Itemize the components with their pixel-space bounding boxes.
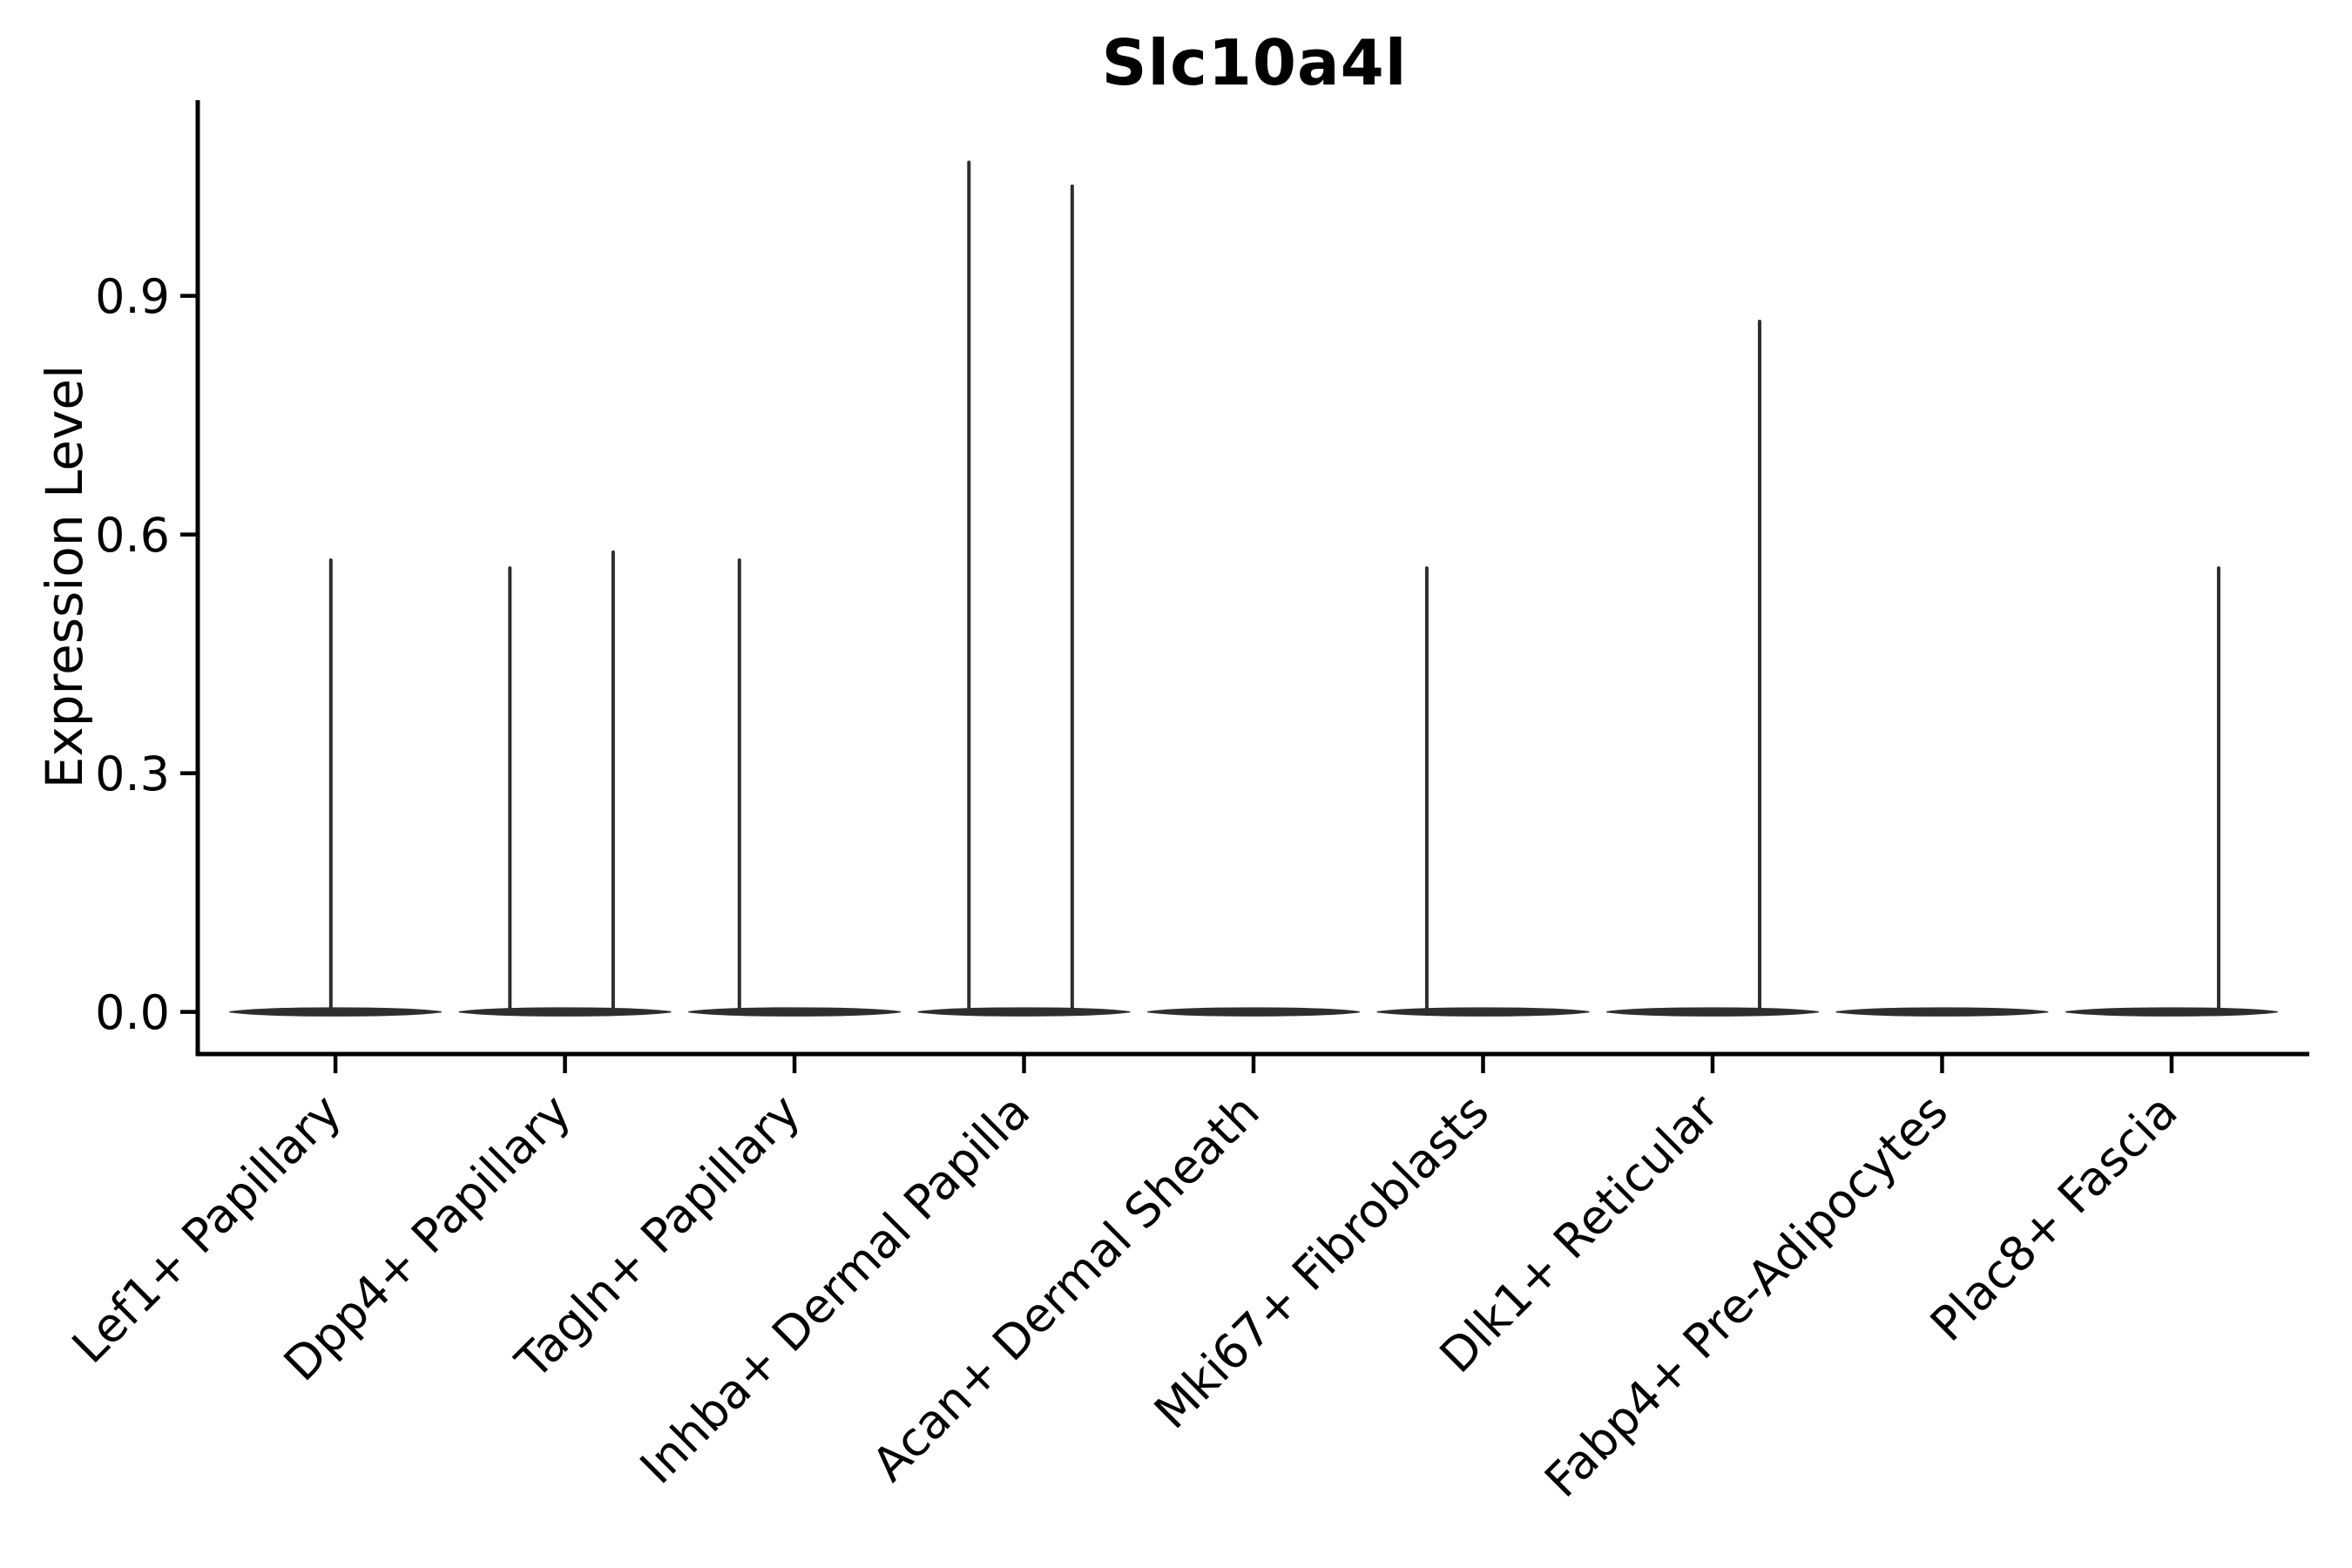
violin-spike	[328, 558, 333, 1012]
x-tick-label: Inhba+ Dermal Papilla	[630, 1084, 1040, 1494]
violin-body	[229, 1007, 443, 1017]
violin-body	[1606, 1007, 1819, 1017]
violin-body	[1376, 1007, 1590, 1017]
x-tick-label: Acan+ Dermal Sheath	[862, 1084, 1269, 1491]
violin-body	[2065, 1007, 2278, 1017]
violin-spike	[1070, 184, 1074, 1012]
violin-spike	[508, 566, 512, 1012]
y-tick-label: 0.3	[95, 747, 170, 801]
plot-title: Slc10a4l	[1101, 26, 1408, 99]
violin-body	[458, 1007, 672, 1017]
violin-spike	[1757, 320, 1761, 1012]
y-tick-label: 0.6	[95, 508, 170, 563]
violin-spike	[611, 550, 615, 1012]
violin-body	[688, 1007, 901, 1017]
y-tick-label: 0.0	[95, 985, 170, 1040]
violin-spike	[967, 160, 971, 1012]
violin-spike	[2216, 566, 2220, 1012]
x-tick-label: Fabp4+ Pre-Adipocytes	[1534, 1084, 1958, 1508]
violin-body	[917, 1007, 1131, 1017]
violin-body	[1147, 1007, 1360, 1017]
x-tick-label: Plac8+ Fascia	[1920, 1084, 2188, 1352]
violin-spike	[737, 558, 741, 1012]
violin-spike	[1424, 566, 1429, 1012]
violin-body	[1835, 1007, 2049, 1017]
y-tick-label: 0.9	[95, 269, 170, 324]
